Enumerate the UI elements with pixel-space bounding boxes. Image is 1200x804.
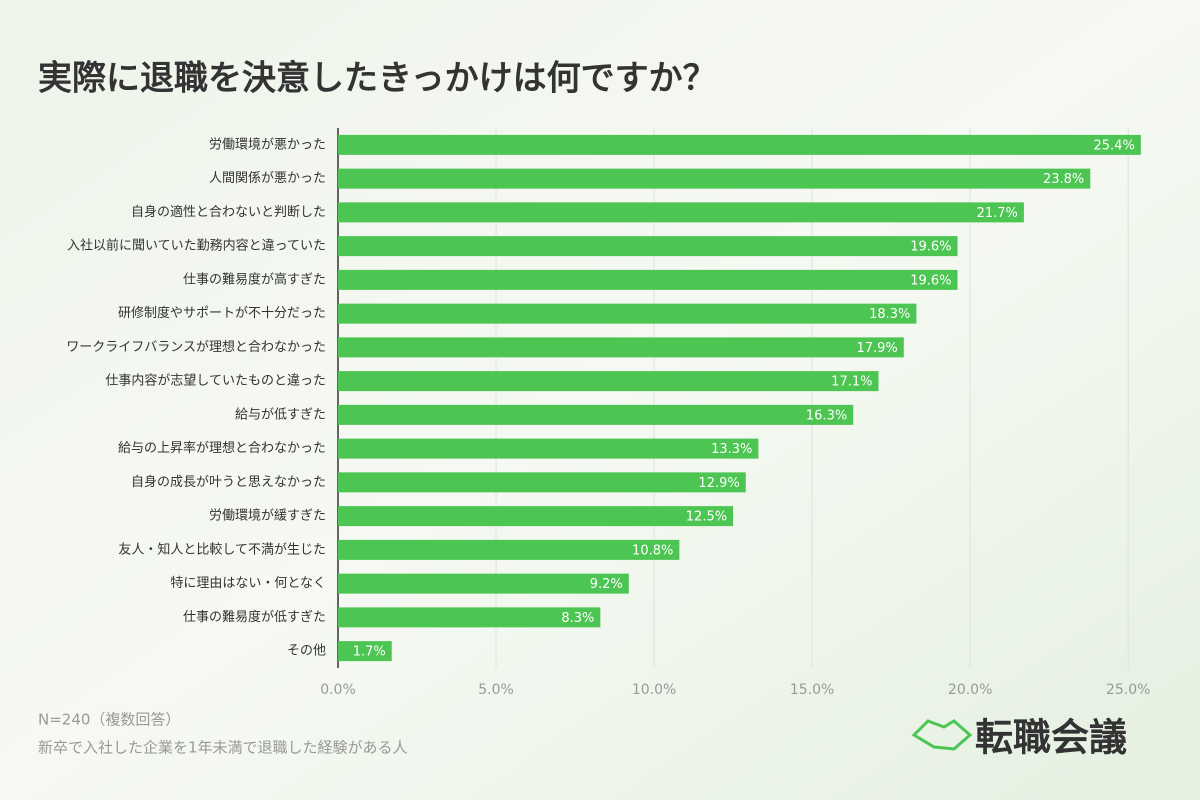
- bar: [338, 607, 601, 628]
- x-tick-label: 20.0%: [948, 682, 992, 698]
- y-tick-label: 特に理由はない・何となく: [170, 575, 326, 591]
- bar: [338, 236, 958, 257]
- bar: [338, 472, 746, 493]
- value-label: 18.3%: [869, 307, 910, 322]
- logo-icon: [911, 719, 973, 751]
- bar: [338, 337, 904, 358]
- value-label: 9.2%: [590, 577, 623, 592]
- y-tick-label: その他: [287, 644, 326, 659]
- bar: [338, 641, 392, 662]
- y-tick-label: 自身の成長が叶うと思えなかった: [131, 474, 326, 490]
- y-tick-label: 労働環境が緩すぎた: [209, 509, 326, 524]
- footer-population: 新卒で入社した企業を1年未満で退職した経験がある人: [38, 739, 408, 757]
- value-label: 1.7%: [353, 645, 386, 660]
- y-tick-label: 友人・知人と比較して不満が生じた: [118, 541, 326, 557]
- x-tick-label: 25.0%: [1106, 682, 1150, 698]
- value-label: 12.5%: [686, 510, 727, 525]
- y-tick-label: 仕事の難易度が高すぎた: [183, 271, 326, 287]
- value-label: 17.1%: [831, 375, 872, 390]
- y-tick-label: 労働環境が悪かった: [209, 137, 326, 152]
- bar: [338, 371, 879, 392]
- bar: [338, 573, 629, 594]
- x-tick-label: 10.0%: [632, 682, 676, 698]
- x-tick-label: 15.0%: [790, 682, 834, 698]
- bar: [338, 506, 734, 527]
- x-tick-label: 0.0%: [320, 682, 356, 698]
- y-tick-label: 研修制度やサポートが不十分だった: [118, 305, 326, 321]
- value-label: 23.8%: [1043, 172, 1084, 187]
- x-tick-label: 5.0%: [478, 682, 514, 698]
- bar: [338, 303, 917, 324]
- footer-note: N=240（複数回答）: [38, 711, 180, 729]
- bar: [338, 134, 1141, 155]
- logo-text: 転職会議: [975, 716, 1127, 760]
- bar: [338, 269, 958, 290]
- bar: [338, 202, 1024, 223]
- y-tick-label: 仕事内容が志望していたものと違った: [105, 373, 326, 389]
- bar: [338, 168, 1091, 189]
- bar: [338, 438, 759, 459]
- value-label: 19.6%: [910, 240, 951, 255]
- value-label: 19.6%: [910, 273, 951, 288]
- bar: [338, 539, 680, 560]
- y-tick-label: ワークライフバランスが理想と合わなかった: [66, 339, 326, 355]
- value-label: 21.7%: [977, 206, 1018, 221]
- chart-title: 実際に退職を決意したきっかけは何ですか？: [38, 59, 717, 99]
- y-tick-label: 人間関係が悪かった: [209, 171, 326, 186]
- value-label: 12.9%: [698, 476, 739, 491]
- y-tick-label: 自身の適性と合わないと判断した: [131, 204, 326, 220]
- value-label: 17.9%: [856, 341, 897, 356]
- y-tick-label: 仕事の難易度が低すぎた: [183, 609, 326, 625]
- value-label: 25.4%: [1094, 138, 1135, 153]
- value-label: 13.3%: [711, 442, 752, 457]
- y-tick-label: 給与が低すぎた: [235, 407, 326, 422]
- value-label: 16.3%: [806, 408, 847, 423]
- value-label: 10.8%: [632, 543, 673, 558]
- y-tick-label: 入社以前に聞いていた勤務内容と違っていた: [67, 238, 326, 254]
- y-tick-label: 給与の上昇率が理想と合わなかった: [118, 440, 326, 456]
- bar: [338, 404, 854, 425]
- value-label: 8.3%: [561, 611, 594, 626]
